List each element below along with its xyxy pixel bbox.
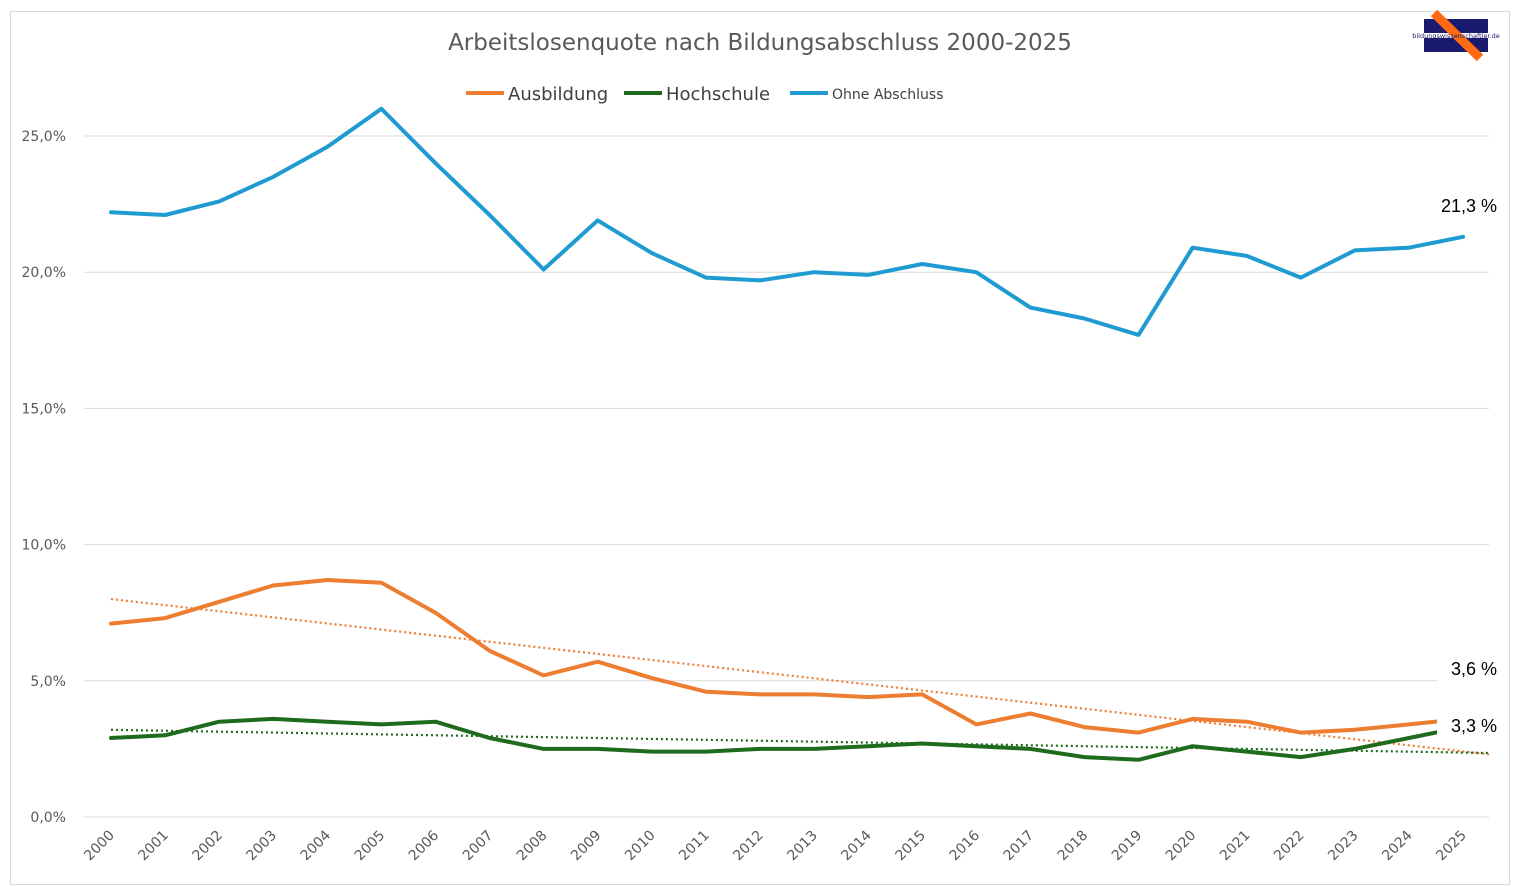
x-tick-label: 2022: [1271, 828, 1308, 865]
end-label-ausbildung: 3,6 %: [1451, 659, 1497, 679]
end-label-background: [1437, 708, 1509, 738]
x-axis-ticks: 2000 2001 2002 2003 2004 2005 2006 2007 2008 2009…: [81, 827, 1470, 864]
x-tick-label: 2001: [135, 828, 172, 865]
x-tick-label: 2004: [298, 827, 335, 864]
y-tick-label: 5,0%: [30, 674, 66, 690]
y-tick-label: 10,0%: [22, 538, 66, 554]
x-tick-label: 2009: [568, 828, 605, 865]
x-tick-label: 2013: [784, 828, 821, 865]
x-tick-label: 2014: [838, 827, 875, 864]
series-lines: [109, 106, 1465, 762]
x-tick-label: 2008: [514, 828, 551, 865]
end-label-hochschule: 3,3 %: [1451, 716, 1497, 736]
chart-frame: [10, 11, 1510, 885]
series-line-hochschule: [109, 716, 1465, 762]
x-tick-label: 2021: [1217, 828, 1254, 865]
site-logo: bildungswissenschaftler.de: [1412, 9, 1500, 62]
gridlines: [84, 135, 1489, 818]
x-tick-label: 2005: [352, 828, 389, 865]
y-tick-label: 15,0%: [22, 401, 66, 417]
x-tick-label: 2016: [947, 827, 984, 864]
x-tick-label: 2010: [622, 828, 659, 865]
legend-label-ausbildung: Ausbildung: [508, 84, 608, 105]
x-tick-label: 2006: [406, 827, 443, 864]
chart-title: Arbeitslosenquote nach Bildungsabschluss…: [448, 30, 1072, 56]
x-tick-label: 2002: [189, 828, 226, 865]
x-tick-label: 2015: [893, 828, 930, 865]
x-tick-label: 2024: [1379, 827, 1416, 864]
end-label-ohne-abschluss: 21,3 %: [1441, 196, 1497, 216]
end-label-background: [1428, 190, 1500, 220]
y-tick-label: 25,0%: [22, 129, 66, 145]
x-tick-label: 2011: [676, 828, 713, 865]
logo-slash: [1430, 9, 1484, 62]
logo-text: bildungswissenschaftler.de: [1412, 32, 1500, 40]
x-tick-label: 2023: [1325, 828, 1362, 865]
legend-label-ohne-abschluss: Ohne Abschluss: [832, 87, 944, 103]
x-tick-label: 2018: [1055, 828, 1092, 865]
trendline-ausbildung: [110, 597, 1490, 756]
x-tick-label: 2017: [1001, 828, 1038, 865]
end-labels: 3,6 % 3,3 % 21,3 %: [1428, 190, 1509, 738]
series-line-ohne-abschluss: [109, 106, 1465, 337]
trendlines: [110, 597, 1490, 756]
y-tick-label: 0,0%: [30, 810, 66, 826]
y-tick-label: 20,0%: [22, 265, 66, 281]
x-tick-label: 2020: [1163, 828, 1200, 865]
x-tick-label: 2003: [244, 828, 281, 865]
x-tick-label: 2000: [81, 828, 118, 865]
y-axis-ticks: 0,0% 5,0% 10,0% 15,0% 20,0% 25,0%: [22, 129, 66, 826]
legend-label-hochschule: Hochschule: [666, 84, 770, 105]
x-tick-label: 2007: [460, 828, 497, 865]
x-tick-label: 2012: [730, 828, 767, 865]
legend: Ausbildung Hochschule Ohne Abschluss: [466, 84, 944, 105]
series-line-ausbildung: [109, 578, 1465, 735]
x-tick-label: 2025: [1433, 828, 1470, 865]
x-tick-label: 2019: [1109, 828, 1146, 865]
end-label-background: [1437, 652, 1509, 682]
